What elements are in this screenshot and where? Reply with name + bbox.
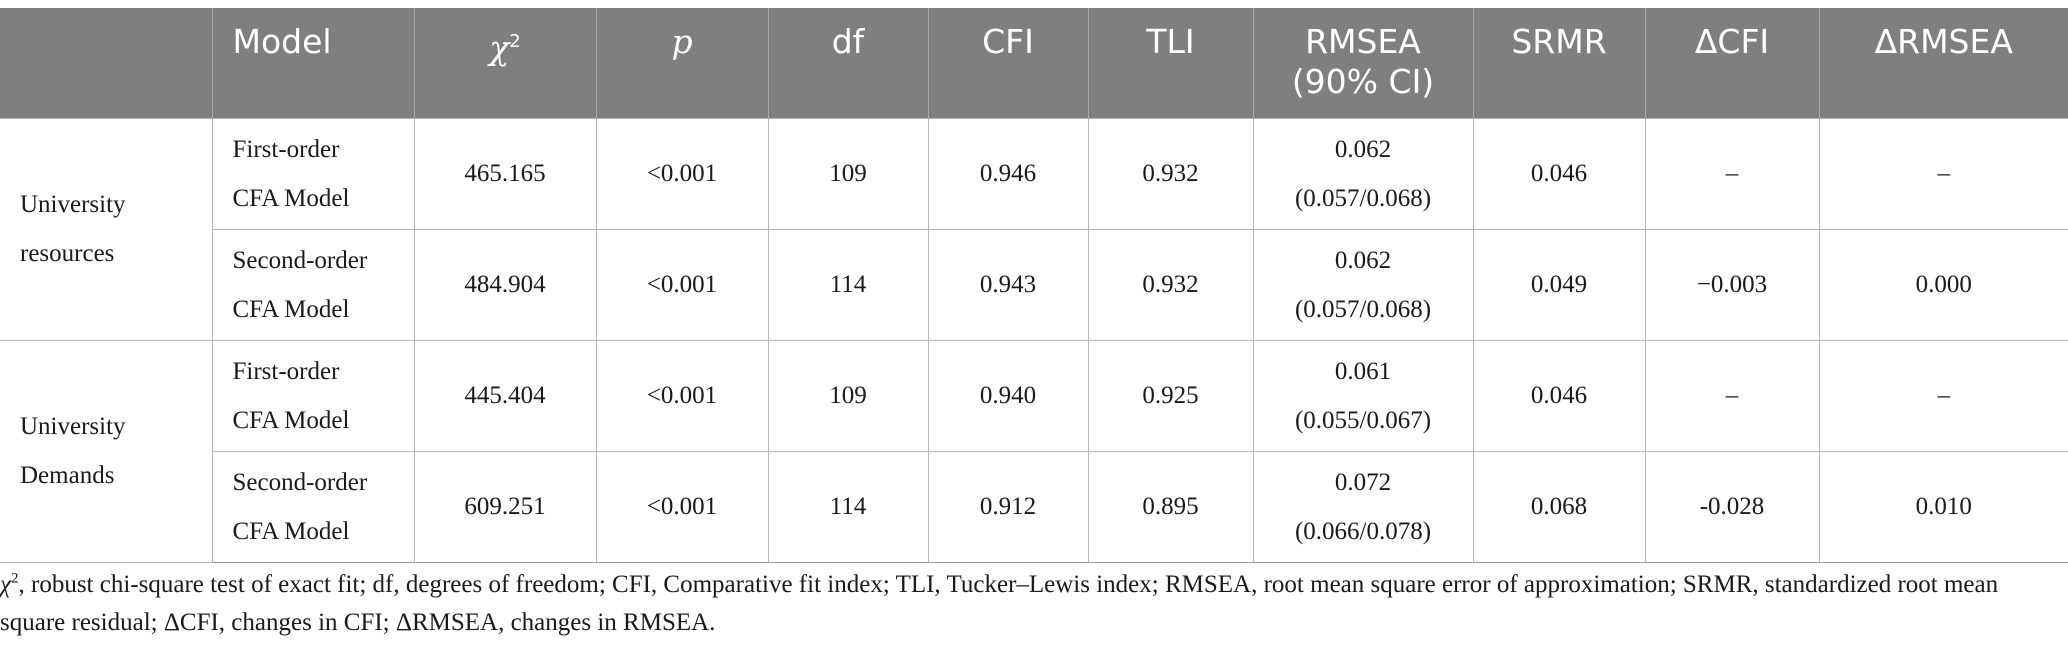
tli-cell: 0.895 xyxy=(1087,450,1254,563)
p-cell: <0.001 xyxy=(595,117,769,230)
srmr-cell: 0.046 xyxy=(1472,117,1646,230)
rmsea-value: 0.062 xyxy=(1334,246,1392,274)
rmsea-ci: (0.066/0.078) xyxy=(1294,517,1432,545)
table-row: University Demands First-order CFA Model 4… xyxy=(0,339,2068,563)
group-label-university-resources: University resources xyxy=(0,117,213,341)
rmsea-cell: 0.061 (0.055/0.067) xyxy=(1252,339,1474,452)
header-srmr: SRMR xyxy=(1472,8,1645,118)
model-cell: First-order CFA Model xyxy=(211,339,415,452)
dcfi-cell: – xyxy=(1644,339,1820,452)
drmsea-cell: 0.000 xyxy=(1818,228,2068,341)
fit-indices-table-container: Model χ2 p df CFI TLI RMSEA (90% CI) SRMR… xyxy=(0,8,2068,563)
model-cell: Second-order CFA Model xyxy=(211,228,415,341)
cfi-cell: 0.940 xyxy=(927,339,1089,452)
footnote-text: , robust chi-square test of exact fit; d… xyxy=(0,571,1999,636)
group-label-university-demands: University Demands xyxy=(0,339,213,563)
header-rmsea-line1: RMSEA xyxy=(1305,22,1421,61)
rmsea-value: 0.072 xyxy=(1334,468,1392,496)
group-label-line2: resources xyxy=(20,240,115,267)
tli-cell: 0.925 xyxy=(1087,339,1254,452)
header-drmsea: ΔRMSEA xyxy=(1818,8,2068,118)
rmsea-cell: 0.062 (0.057/0.068) xyxy=(1252,228,1474,341)
header-row: Model χ2 p df CFI TLI RMSEA (90% CI) SRMR… xyxy=(0,8,2068,118)
rmsea-ci: (0.057/0.068) xyxy=(1294,295,1432,323)
model-line2: CFA Model xyxy=(232,295,350,323)
chi2-cell: 465.165 xyxy=(413,117,597,230)
header-p-label: p xyxy=(671,22,693,61)
tli-cell: 0.932 xyxy=(1087,117,1254,230)
group-label-line1: University xyxy=(20,191,126,218)
rmsea-ci: (0.057/0.068) xyxy=(1294,184,1432,212)
dcfi-cell: −0.003 xyxy=(1644,228,1820,341)
model-cell: Second-order CFA Model xyxy=(211,450,415,563)
table-footnote: χ2, robust chi-square test of exact fit;… xyxy=(0,566,2060,642)
rmsea-ci: (0.055/0.067) xyxy=(1294,406,1432,434)
cfi-cell: 0.946 xyxy=(927,117,1089,230)
footnote-chi-sup: 2 xyxy=(11,570,19,587)
cfi-cell: 0.943 xyxy=(927,228,1089,341)
model-line2: CFA Model xyxy=(232,184,350,212)
header-cfi: CFI xyxy=(927,8,1088,118)
rmsea-cell: 0.072 (0.066/0.078) xyxy=(1252,450,1474,563)
chi2-cell: 445.404 xyxy=(413,339,597,452)
table-row: Second-order CFA Model 484.904 <0.001 114… xyxy=(0,228,2068,341)
footnote-chi-symbol: χ xyxy=(0,571,11,598)
srmr-cell: 0.068 xyxy=(1472,450,1646,563)
df-cell: 114 xyxy=(767,228,929,341)
dcfi-cell: – xyxy=(1644,117,1820,230)
model-line1: Second-order xyxy=(232,468,368,496)
df-cell: 109 xyxy=(767,117,929,230)
p-cell: <0.001 xyxy=(595,450,769,563)
srmr-cell: 0.049 xyxy=(1472,228,1646,341)
srmr-cell: 0.046 xyxy=(1472,339,1646,452)
header-chi2: χ2 xyxy=(413,8,596,118)
header-chi2-symbol: χ xyxy=(489,28,510,67)
tli-cell: 0.932 xyxy=(1087,228,1254,341)
model-line1: Second-order xyxy=(232,246,368,274)
model-line2: CFA Model xyxy=(232,517,350,545)
df-cell: 114 xyxy=(767,450,929,563)
header-chi2-sup: 2 xyxy=(509,31,521,52)
header-dcfi: ΔCFI xyxy=(1644,8,1819,118)
cfi-cell: 0.912 xyxy=(927,450,1089,563)
table-row: University resources First-order CFA Model… xyxy=(0,117,2068,341)
model-line1: First-order xyxy=(232,135,340,163)
p-cell: <0.001 xyxy=(595,228,769,341)
header-df: df xyxy=(767,8,928,118)
df-cell: 109 xyxy=(767,339,929,452)
fit-indices-table: Model χ2 p df CFI TLI RMSEA (90% CI) SRMR… xyxy=(0,8,2068,563)
model-cell: First-order CFA Model xyxy=(211,117,415,230)
p-cell: <0.001 xyxy=(595,339,769,452)
chi2-cell: 609.251 xyxy=(413,450,597,563)
rmsea-cell: 0.062 (0.057/0.068) xyxy=(1252,117,1474,230)
header-tli: TLI xyxy=(1087,8,1253,118)
drmsea-cell: 0.010 xyxy=(1818,450,2068,563)
header-rmsea-line2: (90% CI) xyxy=(1291,62,1435,101)
dcfi-cell: -0.028 xyxy=(1644,450,1820,563)
chi2-cell: 484.904 xyxy=(413,228,597,341)
header-model: Model xyxy=(211,8,414,118)
rmsea-value: 0.061 xyxy=(1334,357,1392,385)
model-line2: CFA Model xyxy=(232,406,350,434)
drmsea-cell: – xyxy=(1818,339,2068,452)
model-line1: First-order xyxy=(232,357,340,385)
rmsea-value: 0.062 xyxy=(1334,135,1392,163)
drmsea-cell: – xyxy=(1818,117,2068,230)
table-row: Second-order CFA Model 609.251 <0.001 114… xyxy=(0,450,2068,563)
group-label-line2: Demands xyxy=(20,462,115,489)
header-group xyxy=(0,8,212,118)
header-rmsea: RMSEA (90% CI) xyxy=(1252,8,1473,118)
group-label-line1: University xyxy=(20,413,126,440)
header-p: p xyxy=(595,8,768,118)
